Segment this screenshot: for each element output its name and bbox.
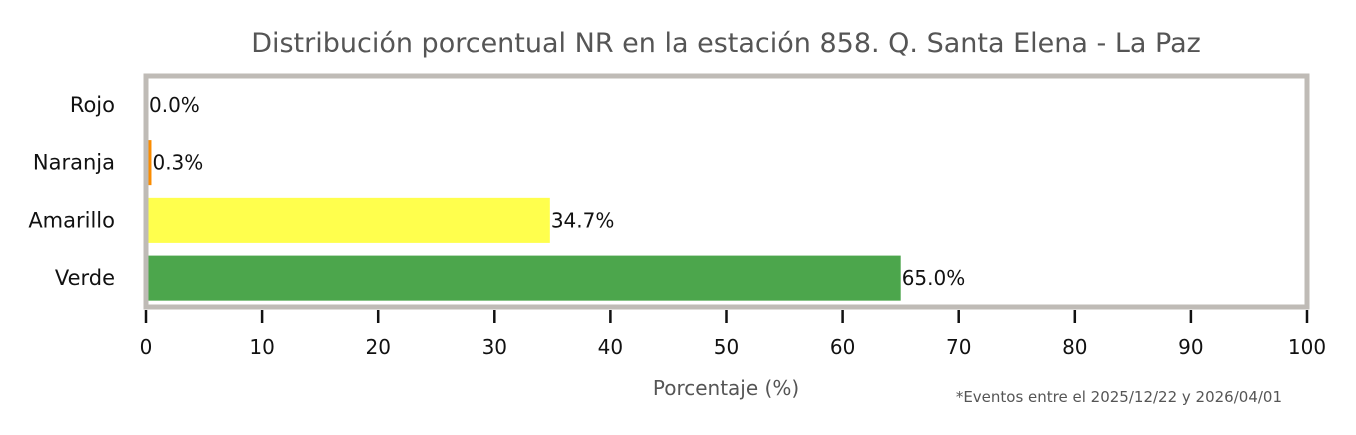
x-tick-label: 20 bbox=[365, 335, 390, 359]
bar bbox=[148, 197, 550, 243]
x-tick-label: 90 bbox=[1178, 335, 1203, 359]
x-tick-label: 60 bbox=[830, 335, 855, 359]
data-label: 65.0% bbox=[902, 266, 966, 290]
x-tick-label: 30 bbox=[482, 335, 507, 359]
x-tick-label: 50 bbox=[714, 335, 739, 359]
plot-area: Rojo 0.0% Naranja 0.3% Amarillo 34.7% Verde 65.… bbox=[28, 73, 1326, 359]
category-label: Verde bbox=[55, 266, 115, 290]
x-tick-label: 40 bbox=[598, 335, 623, 359]
bar bbox=[148, 140, 152, 186]
x-tick-label: 80 bbox=[1062, 335, 1087, 359]
data-label: 0.0% bbox=[149, 93, 200, 117]
x-tick-label: 100 bbox=[1288, 335, 1326, 359]
footnote: *Eventos entre el 2025/12/22 y 2026/04/0… bbox=[956, 388, 1282, 406]
plot-frame bbox=[143, 73, 1310, 310]
category-label: Rojo bbox=[70, 93, 115, 117]
category-label: Naranja bbox=[33, 151, 115, 175]
data-label: 34.7% bbox=[551, 208, 615, 232]
x-axis-label: Porcentaje (%) bbox=[653, 376, 799, 400]
chart-title: Distribución porcentual NR en la estació… bbox=[251, 28, 1201, 59]
bar bbox=[148, 255, 901, 301]
x-tick-label: 10 bbox=[249, 335, 274, 359]
x-tick-label: 0 bbox=[140, 335, 153, 359]
data-label: 0.3% bbox=[152, 151, 203, 175]
category-label: Amarillo bbox=[28, 208, 115, 232]
x-tick-label: 70 bbox=[946, 335, 971, 359]
